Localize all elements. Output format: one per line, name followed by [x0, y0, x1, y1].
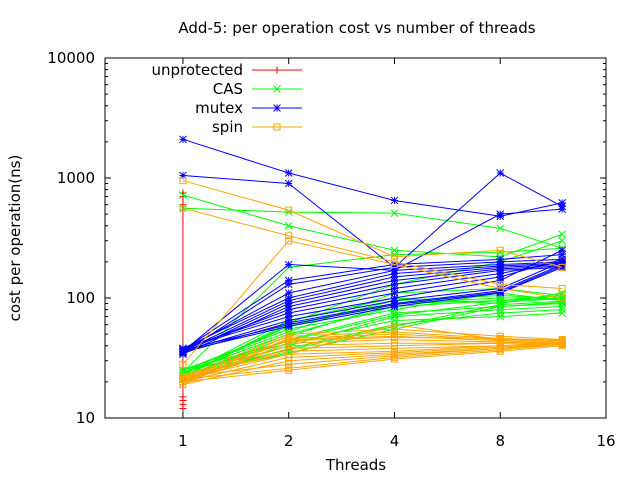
legend-label: mutex	[195, 99, 243, 117]
data-point-CAS	[496, 309, 505, 317]
legend-swatch-marker	[273, 66, 281, 74]
data-point-CAS	[390, 312, 399, 321]
series-line-spin	[182, 180, 563, 268]
series-line-spin	[182, 207, 563, 289]
data-point-CAS	[284, 221, 293, 230]
data-point-spin	[285, 357, 293, 365]
data-point-mutex	[496, 255, 505, 264]
data-point-spin	[179, 360, 187, 368]
plot-area	[179, 135, 566, 412]
y-tick-label: 1000	[57, 169, 95, 187]
data-point-mutex	[390, 302, 399, 311]
x-tick-label: 16	[596, 432, 615, 450]
data-point-mutex	[558, 250, 566, 259]
x-tick-label: 1	[178, 432, 188, 450]
legend-swatch-marker	[273, 123, 281, 131]
data-point-spin	[285, 350, 293, 358]
legend-swatch-marker	[273, 85, 281, 93]
plot-frame	[104, 57, 607, 419]
data-point-spin	[179, 204, 187, 212]
data-point-mutex	[284, 179, 293, 188]
data-point-CAS	[558, 305, 566, 314]
data-point-CAS	[179, 366, 187, 375]
data-point-mutex	[558, 205, 566, 214]
data-point-mutex	[390, 276, 399, 285]
series-line-mutex	[182, 138, 563, 217]
legend-item-CAS: CAS	[213, 80, 302, 98]
data-point-mutex	[179, 345, 187, 354]
data-point-mutex	[284, 169, 293, 177]
series-spin	[179, 177, 566, 389]
data-point-spin	[496, 347, 504, 355]
y-tick-label: 10	[76, 409, 95, 427]
data-point-CAS	[558, 298, 566, 307]
data-point-spin	[179, 378, 187, 386]
data-point-CAS	[496, 224, 505, 233]
data-point-spin	[179, 371, 187, 379]
series-line-spin	[182, 240, 563, 365]
data-point-mutex	[284, 322, 293, 331]
data-point-mutex	[496, 169, 505, 177]
data-point-spin	[285, 206, 293, 214]
legend-swatch-marker	[273, 104, 281, 112]
x-tick-label: 4	[390, 432, 400, 450]
x-tick-label: 2	[284, 432, 294, 450]
data-point-mutex	[284, 312, 293, 321]
series-line-spin	[182, 345, 563, 383]
data-point-CAS	[558, 230, 566, 239]
data-point-spin	[285, 232, 293, 240]
y-tick-label: 100	[66, 289, 95, 307]
legend-label: unprotected	[151, 61, 243, 79]
data-point-spin	[285, 237, 293, 245]
legend-item-unprotected: unprotected	[151, 61, 302, 79]
data-point-spin	[558, 336, 566, 344]
data-point-spin	[179, 177, 187, 185]
data-point-CAS	[496, 298, 505, 307]
legend-item-mutex: mutex	[195, 99, 302, 117]
data-point-mutex	[496, 289, 505, 297]
data-point-mutex	[390, 294, 399, 302]
data-point-spin	[496, 284, 504, 292]
data-point-CAS	[179, 191, 187, 199]
data-point-CAS	[390, 209, 399, 217]
axis-ticks: 1 2 4 8 16 10 100 1000 10000	[47, 49, 615, 450]
data-point-spin	[390, 261, 398, 269]
data-point-mutex	[284, 276, 293, 285]
data-point-spin	[496, 280, 504, 288]
y-tick-label: 10000	[47, 49, 95, 67]
data-point-spin	[390, 321, 398, 329]
series-line-spin	[182, 324, 563, 376]
chart-title: Add-5: per operation cost vs number of t…	[178, 19, 535, 37]
data-point-spin	[558, 284, 566, 292]
data-point-mutex	[390, 196, 399, 205]
data-point-spin	[558, 263, 566, 271]
data-point-spin	[496, 246, 504, 254]
x-tick-label: 8	[495, 432, 505, 450]
data-point-CAS	[496, 312, 505, 321]
data-point-spin	[558, 294, 566, 302]
data-point-spin	[390, 253, 398, 261]
data-point-mutex	[179, 135, 187, 144]
legend-label: CAS	[213, 80, 243, 98]
data-point-spin	[496, 336, 504, 344]
data-point-CAS	[558, 236, 566, 245]
y-axis-label: cost per operation(ns)	[6, 155, 24, 322]
data-point-mutex	[284, 260, 293, 269]
legend-label: spin	[212, 118, 243, 136]
data-point-CAS	[558, 309, 566, 317]
data-point-CAS	[390, 311, 399, 319]
data-point-spin	[390, 355, 398, 363]
data-point-mutex	[496, 210, 505, 218]
data-point-spin	[285, 366, 293, 374]
data-point-mutex	[496, 276, 505, 285]
series-line-mutex	[182, 172, 563, 269]
x-axis-label: Threads	[325, 456, 386, 474]
series-line-spin	[182, 343, 563, 380]
legend-item-spin: spin	[212, 118, 302, 136]
